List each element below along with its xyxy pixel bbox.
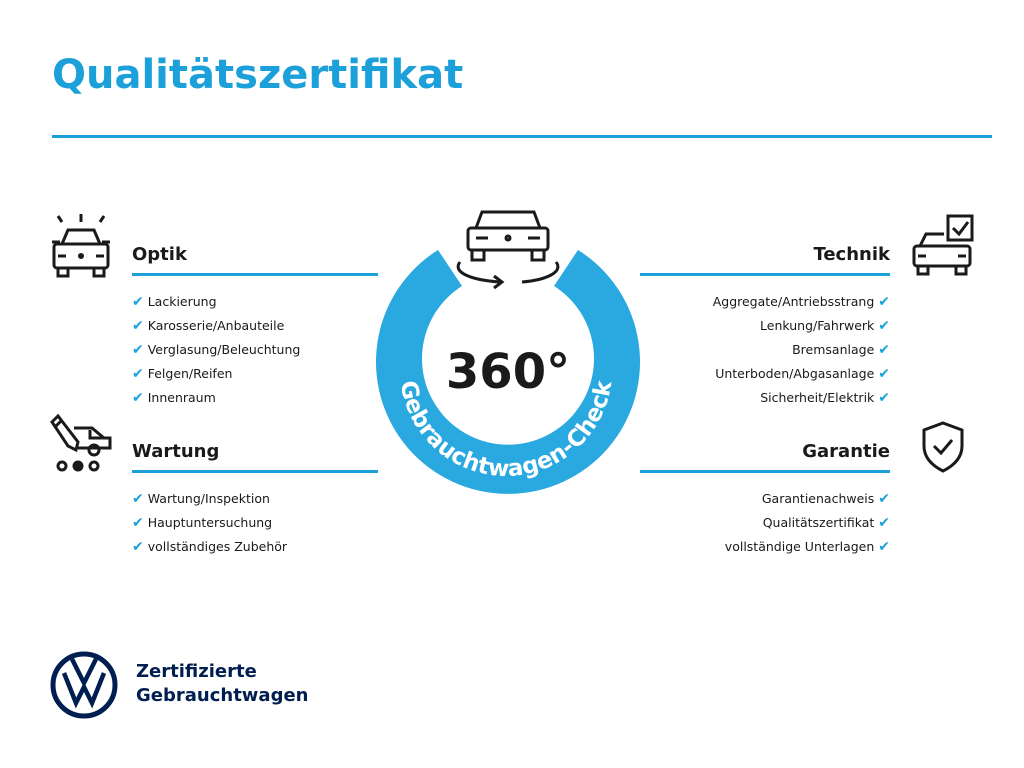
section-technik: Technik Aggregate/Antriebsstrang ✔ Lenku… [640, 243, 890, 410]
check-icon: ✔ [132, 390, 144, 406]
check-icon: ✔ [132, 366, 144, 382]
check-icon: ✔ [878, 342, 890, 358]
list-item: ✔ Lackierung [132, 294, 217, 310]
list-item: Sicherheit/Elektrik ✔ [760, 390, 890, 406]
ring [376, 250, 641, 494]
check-icon: ✔ [878, 318, 890, 334]
check-icon: ✔ [132, 491, 144, 507]
check-icon: ✔ [132, 515, 144, 531]
check-icon: ✔ [132, 539, 144, 555]
car-lights-icon [52, 214, 110, 278]
section-heading: Optik [132, 244, 187, 265]
check-icon: ✔ [132, 318, 144, 334]
list-item: Qualitätszertifikat ✔ [762, 515, 890, 531]
check-icon: ✔ [878, 294, 890, 310]
section-divider [132, 273, 378, 276]
check-icon: ✔ [878, 539, 890, 555]
section-wartung: Wartung ✔ Wartung/Inspektion ✔ Hauptunte… [132, 440, 378, 559]
check-icon: ✔ [878, 390, 890, 406]
page-title: Qualitätszertifikat [52, 52, 464, 98]
section-garantie: Garantie Garantienachweis ✔ Qualitätszer… [640, 440, 890, 559]
vw-logo [50, 651, 118, 719]
section-heading: Wartung [132, 441, 220, 462]
list-item: ✔ Hauptuntersuchung [132, 515, 273, 531]
car-rotate-icon [456, 210, 560, 290]
list-item: Lenkung/Fahrwerk ✔ [760, 318, 890, 334]
service-van-pencil-icon [50, 414, 112, 472]
section-divider [132, 470, 378, 473]
check-icon: ✔ [878, 515, 890, 531]
360-label: 360° [446, 344, 570, 400]
list-item: ✔ Karosserie/Anbauteile [132, 318, 285, 334]
shield-check-icon [922, 421, 964, 473]
list-item: Aggregate/Antriebsstrang ✔ [712, 294, 890, 310]
list-item: ✔ Verglasung/Beleuchtung [132, 342, 301, 358]
list-item: ✔ Innenraum [132, 390, 216, 406]
check-icon: ✔ [878, 491, 890, 507]
car-checkbox-icon [912, 214, 974, 276]
section-heading: Garantie [802, 441, 890, 462]
section-heading: Technik [813, 244, 890, 265]
brand-text: Zertifizierte Gebrauchtwagen [136, 661, 309, 706]
check-icon: ✔ [132, 342, 144, 358]
list-item: Unterboden/Abgasanlage ✔ [715, 366, 890, 382]
list-item: ✔ Wartung/Inspektion [132, 491, 270, 507]
section-divider [640, 273, 890, 276]
list-item: vollständige Unterlagen ✔ [724, 539, 890, 555]
list-item: ✔ Felgen/Reifen [132, 366, 233, 382]
list-item: Bremsanlage ✔ [792, 342, 890, 358]
section-optik: Optik ✔ Lackierung ✔ Karosserie/Anbautei… [132, 243, 378, 410]
list-item: ✔ vollständiges Zubehör [132, 539, 288, 555]
360-check-badge: Gebrauchtwagen-Check 360° [376, 210, 641, 494]
check-icon: ✔ [878, 366, 890, 382]
list-item: Garantienachweis ✔ [761, 491, 890, 507]
check-icon: ✔ [132, 294, 144, 310]
section-divider [640, 470, 890, 473]
title-divider [52, 135, 992, 138]
